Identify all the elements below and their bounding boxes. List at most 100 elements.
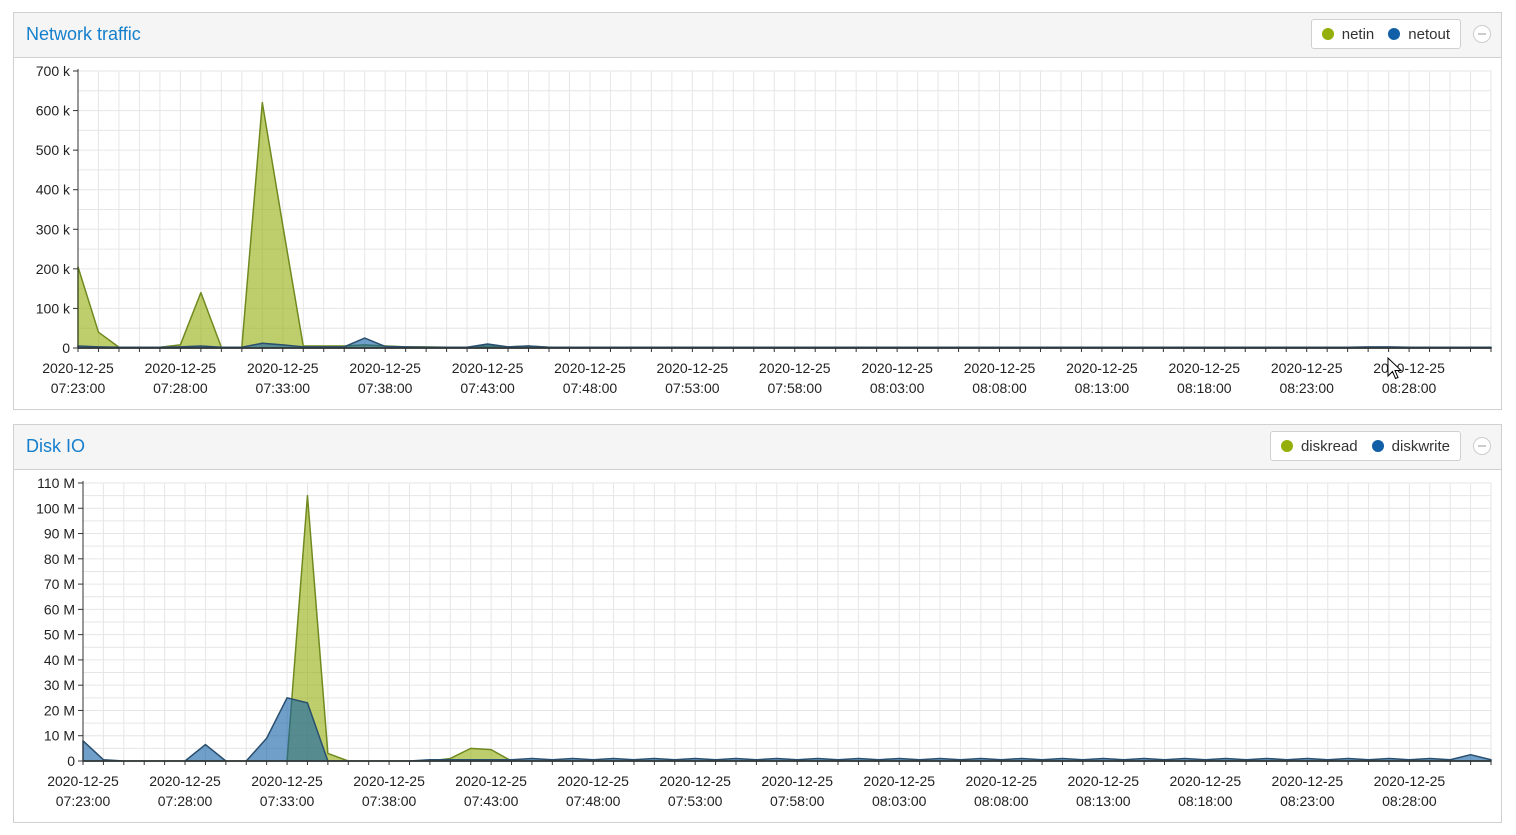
x-tick-label-date: 2020-12-25 — [863, 773, 935, 789]
x-tick-label-date: 2020-12-25 — [353, 773, 425, 789]
legend-label: netout — [1408, 25, 1450, 43]
x-tick-label-date: 2020-12-25 — [659, 773, 731, 789]
x-tick-label-date: 2020-12-25 — [861, 360, 933, 376]
x-tick-label-time: 07:53:00 — [668, 793, 723, 809]
x-tick-label-date: 2020-12-25 — [1066, 360, 1138, 376]
x-tick-label-time: 07:28:00 — [158, 793, 213, 809]
x-tick-label-date: 2020-12-25 — [149, 773, 221, 789]
series-color-dot — [1321, 28, 1334, 40]
x-tick-label-date: 2020-12-25 — [1373, 360, 1445, 376]
network-traffic-chart: 0 100 k 200 k 300 k 400 k 500 k 600 k 700 k 2020… — [36, 63, 1492, 396]
y-tick-label: 10 M — [44, 728, 75, 744]
y-tick-label: 600 k — [36, 103, 71, 119]
x-tick-label-time: 07:58:00 — [767, 380, 822, 396]
legend-label: diskwrite — [1391, 437, 1450, 455]
x-tick-label-time: 07:43:00 — [464, 793, 519, 809]
x-tick-label-date: 2020-12-25 — [247, 360, 319, 376]
legend-item-netout[interactable]: netout — [1388, 26, 1450, 43]
x-tick-label-time: 08:13:00 — [1076, 793, 1131, 809]
x-tick-label-time: 08:18:00 — [1178, 793, 1233, 809]
chart-legend: diskread diskwrite — [1269, 431, 1461, 461]
legend-label: netin — [1341, 25, 1375, 43]
legend-label: diskread — [1300, 437, 1358, 455]
legend-item-netin[interactable]: netin — [1321, 25, 1375, 43]
x-tick-label-date: 2020-12-25 — [1067, 773, 1139, 789]
x-tick-label-date: 2020-12-25 — [349, 360, 421, 376]
panel-header: Network traffic netin netout — [14, 13, 1501, 58]
y-tick-label: 70 M — [44, 576, 75, 592]
y-tick-label: 100 M — [36, 500, 75, 516]
x-tick-label-date: 2020-12-25 — [759, 360, 831, 376]
y-tick-label: 20 M — [44, 702, 75, 718]
series-color-dot — [1388, 28, 1401, 40]
y-tick-label: 100 k — [36, 300, 71, 316]
y-tick-label: 80 M — [44, 551, 75, 567]
y-tick-label: 40 M — [44, 652, 75, 668]
x-tick-label-time: 07:33:00 — [256, 380, 311, 396]
x-tick-label-date: 2020-12-25 — [145, 360, 217, 376]
x-tick-label-date: 2020-12-25 — [761, 773, 833, 789]
y-tick-label: 500 k — [36, 142, 71, 158]
y-tick-label: 0 — [67, 753, 75, 769]
y-tick-label: 400 k — [36, 182, 71, 198]
x-tick-label-time: 08:08:00 — [974, 793, 1029, 809]
series-area-netout — [77, 337, 1492, 349]
x-tick-label-time: 07:48:00 — [566, 793, 621, 809]
x-tick-label-time: 07:38:00 — [362, 793, 417, 809]
network-traffic-panel: Network traffic netin netout 0 100 k 200 k… — [13, 12, 1502, 410]
x-tick-label-date: 2020-12-25 — [965, 773, 1037, 789]
x-tick-label-date: 2020-12-25 — [964, 360, 1036, 376]
x-tick-label-time: 08:28:00 — [1382, 380, 1437, 396]
x-tick-label-time: 08:03:00 — [870, 380, 925, 396]
x-tick-label-time: 08:03:00 — [872, 793, 927, 809]
y-tick-label: 200 k — [36, 261, 71, 277]
x-tick-label-date: 2020-12-25 — [1374, 773, 1446, 789]
y-tick-label: 50 M — [44, 627, 75, 643]
y-tick-label: 300 k — [36, 221, 71, 237]
x-tick-label-date: 2020-12-25 — [557, 773, 629, 789]
x-tick-label-time: 08:13:00 — [1075, 380, 1130, 396]
x-tick-label-date: 2020-12-25 — [42, 360, 114, 376]
disk-io-panel: Disk IO diskread diskwrite 0 10 M 20 M 30 M… — [13, 424, 1502, 823]
series-area-netin — [77, 101, 1492, 349]
x-tick-label-time: 07:23:00 — [51, 380, 106, 396]
legend-item-diskwrite[interactable]: diskwrite — [1371, 437, 1450, 455]
y-tick-label: 60 M — [44, 601, 75, 617]
y-tick-label: 110 M — [37, 475, 75, 491]
y-tick-label: 700 k — [36, 63, 71, 79]
y-tick-label: 90 M — [44, 526, 75, 542]
x-tick-label-date: 2020-12-25 — [1271, 360, 1343, 376]
x-tick-label-date: 2020-12-25 — [47, 773, 119, 789]
x-tick-label-time: 07:23:00 — [56, 793, 111, 809]
x-tick-label-date: 2020-12-25 — [554, 360, 626, 376]
panel-title: Network traffic — [26, 24, 141, 44]
mouse-cursor-icon — [1387, 357, 1403, 380]
chart-legend: netin netout — [1310, 19, 1461, 49]
x-tick-label-date: 2020-12-25 — [1170, 773, 1242, 789]
series-color-dot — [1280, 440, 1293, 452]
x-tick-label-time: 08:08:00 — [972, 380, 1027, 396]
collapse-tool-icon[interactable] — [1473, 437, 1491, 455]
x-tick-label-date: 2020-12-25 — [1168, 360, 1240, 376]
x-tick-label-time: 08:18:00 — [1177, 380, 1232, 396]
y-tick-label: 30 M — [44, 677, 75, 693]
panel-header: Disk IO diskread diskwrite — [14, 425, 1501, 470]
series-area-diskwrite — [82, 697, 1492, 762]
x-tick-label-time: 07:43:00 — [460, 380, 515, 396]
legend-item-diskread[interactable]: diskread — [1280, 437, 1358, 455]
x-tick-label-date: 2020-12-25 — [452, 360, 524, 376]
panel-title: Disk IO — [26, 436, 86, 456]
collapse-tool-icon[interactable] — [1473, 25, 1491, 43]
x-tick-label-time: 07:53:00 — [665, 380, 720, 396]
x-tick-label-date: 2020-12-25 — [455, 773, 527, 789]
x-tick-label-date: 2020-12-25 — [1272, 773, 1344, 789]
x-tick-label-time: 07:28:00 — [153, 380, 208, 396]
disk-io-chart: 0 10 M 20 M 30 M 40 M 50 M 60 M 70 M 80 M 90 M 100… — [36, 475, 1492, 809]
x-tick-label-date: 2020-12-25 — [657, 360, 729, 376]
x-tick-label-time: 07:48:00 — [563, 380, 618, 396]
y-tick-label: 0 — [62, 340, 70, 356]
x-tick-label-time: 08:28:00 — [1382, 793, 1437, 809]
series-color-dot — [1371, 440, 1384, 452]
x-tick-label-time: 07:58:00 — [770, 793, 825, 809]
x-tick-label-time: 07:38:00 — [358, 380, 413, 396]
